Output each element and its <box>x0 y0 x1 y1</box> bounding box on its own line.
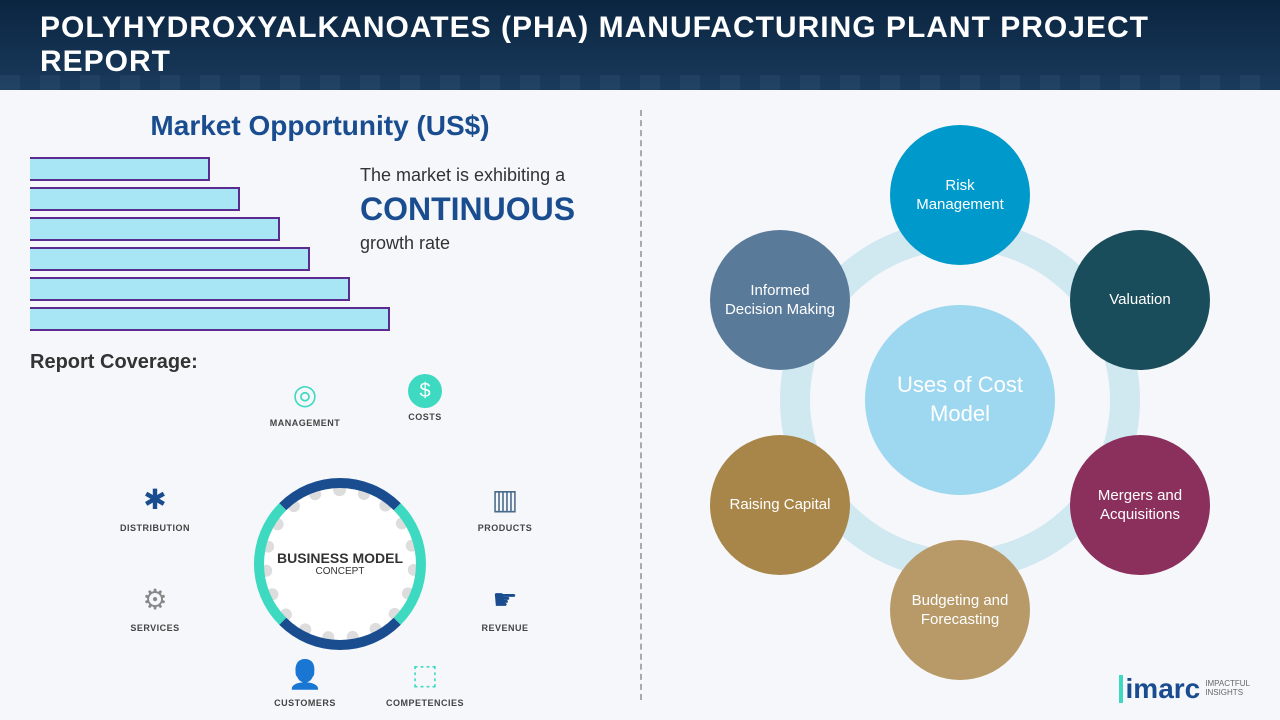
chart-bar <box>30 157 210 181</box>
chart-bar <box>30 187 240 211</box>
business-model-diagram: BUSINESS MODEL CONCEPT ◎MANAGEMENT$COSTS… <box>130 384 550 704</box>
ring-decoration <box>254 478 426 650</box>
item-label: PRODUCTS <box>460 523 550 533</box>
services-icon: ⚙ <box>135 579 175 619</box>
chart-bar <box>30 307 390 331</box>
header-banner: POLYHYDROXYALKANOATES (PHA) MANUFACTURIN… <box>0 0 1280 90</box>
business-model-item: ⬚ COMPETENCIES <box>380 654 470 708</box>
growth-big: CONTINUOUS <box>360 191 575 228</box>
item-label: REVENUE <box>460 623 550 633</box>
right-panel: Uses of Cost Model Risk Management Valuat… <box>640 90 1280 720</box>
item-label: SERVICES <box>110 623 200 633</box>
item-label: DISTRIBUTION <box>110 523 200 533</box>
cost-model-wheel: Uses of Cost Model Risk ManagementValuat… <box>700 140 1220 660</box>
wheel-center: Uses of Cost Model <box>865 305 1055 495</box>
page-title: POLYHYDROXYALKANOATES (PHA) MANUFACTURIN… <box>40 11 1240 79</box>
customers-icon: 👤 <box>285 654 325 694</box>
revenue-icon: ☛ <box>485 579 525 619</box>
coverage-title: Report Coverage: <box>30 351 610 374</box>
main-content: Market Opportunity (US$) The market is e… <box>0 90 1280 720</box>
business-model-item: ▥ PRODUCTS <box>460 479 550 533</box>
chart-bar <box>30 277 350 301</box>
logo-tagline: IMPACTFUL INSIGHTS <box>1205 680 1250 698</box>
cost-node: Budgeting and Forecasting <box>890 540 1030 680</box>
brand-logo: imarc IMPACTFUL INSIGHTS <box>1119 673 1250 705</box>
business-model-item: ✱ DISTRIBUTION <box>110 479 200 533</box>
item-label: COMPETENCIES <box>380 698 470 708</box>
cost-node: Risk Management <box>890 125 1030 265</box>
products-icon: ▥ <box>485 479 525 519</box>
business-model-item: ◎ MANAGEMENT <box>260 374 350 428</box>
logo-text: imarc <box>1126 673 1201 705</box>
business-model-center: BUSINESS MODEL CONCEPT <box>260 484 420 644</box>
management-icon: ◎ <box>285 374 325 414</box>
distribution-icon: ✱ <box>135 479 175 519</box>
left-panel: Market Opportunity (US$) The market is e… <box>0 90 640 720</box>
business-model-item: 👤 CUSTOMERS <box>260 654 350 708</box>
item-label: CUSTOMERS <box>260 698 350 708</box>
market-growth-text: The market is exhibiting a CONTINUOUS gr… <box>360 165 575 254</box>
item-label: MANAGEMENT <box>260 418 350 428</box>
business-model-item: $ COSTS <box>380 374 470 422</box>
growth-pre: The market is exhibiting a <box>360 165 565 185</box>
market-title: Market Opportunity (US$) <box>30 110 610 142</box>
cost-node: Informed Decision Making <box>710 230 850 370</box>
chart-bar <box>30 247 310 271</box>
business-model-item: ☛ REVENUE <box>460 579 550 633</box>
growth-post: growth rate <box>360 233 450 253</box>
item-label: COSTS <box>380 412 470 422</box>
cost-node: Valuation <box>1070 230 1210 370</box>
competencies-icon: ⬚ <box>405 654 445 694</box>
costs-icon: $ <box>408 374 442 408</box>
chart-bar <box>30 217 280 241</box>
cost-node: Mergers and Acquisitions <box>1070 435 1210 575</box>
business-model-item: ⚙ SERVICES <box>110 579 200 633</box>
cost-node: Raising Capital <box>710 435 850 575</box>
